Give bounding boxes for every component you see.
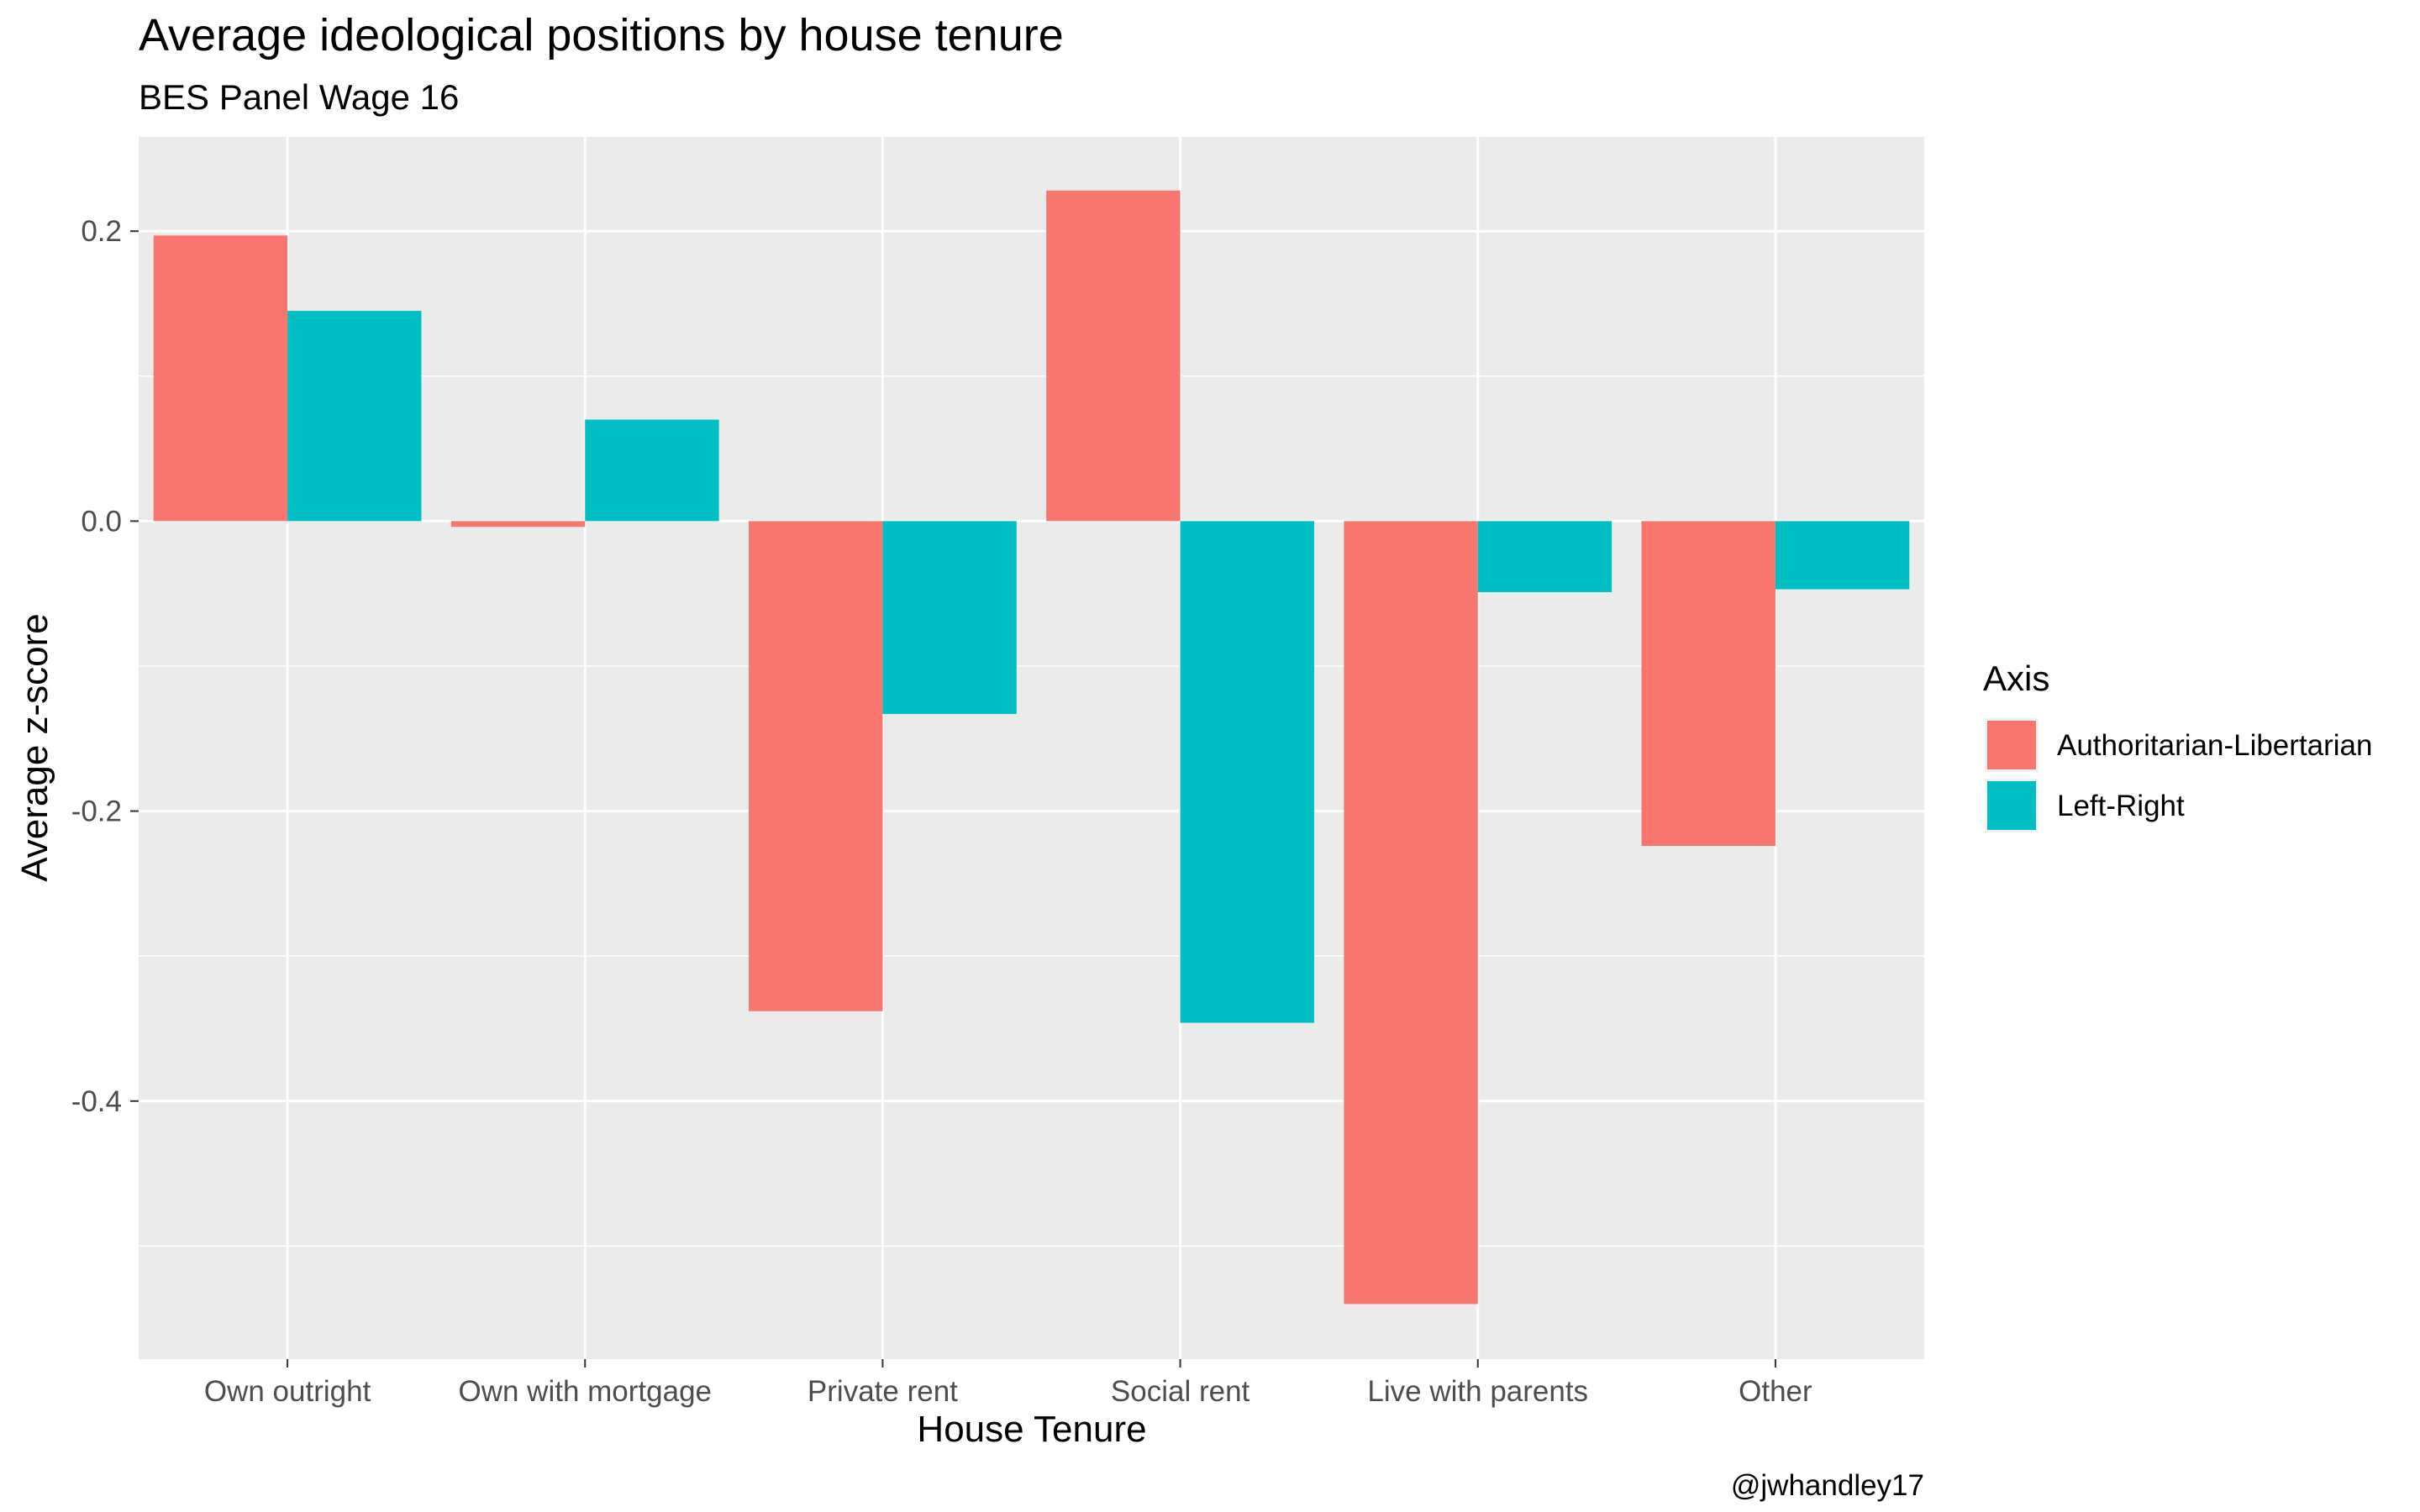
x-axis: Own outright Own with mortgage Private ren… <box>204 1359 1812 1408</box>
caption: @jwhandley17 <box>1731 1469 1924 1502</box>
legend-title: Axis <box>1983 659 2049 698</box>
bar-left-right-2 <box>882 521 1017 714</box>
y-tick-label: 0.2 <box>81 215 122 248</box>
legend-swatch <box>1987 721 2036 769</box>
bar-left-right-1 <box>585 419 719 522</box>
y-tick-label: -0.2 <box>71 795 122 828</box>
x-tick-label: Private rent <box>808 1375 958 1408</box>
bar-left-right-5 <box>1775 521 1910 590</box>
legend-label: Left-Right <box>2057 790 2185 822</box>
bar-authoritarian-libertarian-1 <box>450 521 586 528</box>
legend-label: Authoritarian-Libertarian <box>2057 729 2372 762</box>
bar-left-right-4 <box>1477 521 1612 592</box>
chart-subtitle: BES Panel Wage 16 <box>139 77 459 117</box>
bar-authoritarian-libertarian-3 <box>1046 190 1181 522</box>
chart-title: Average ideological positions by house t… <box>139 10 1064 60</box>
bars <box>153 190 1910 1305</box>
legend: Axis Authoritarian-Libertarian Left-Right <box>1983 659 2372 832</box>
bar-authoritarian-libertarian-5 <box>1641 521 1776 847</box>
y-axis: 0.2 0.0 -0.2 -0.4 <box>71 215 139 1118</box>
bar-authoritarian-libertarian-2 <box>749 521 883 1011</box>
x-tick-label: Own with mortgage <box>458 1375 712 1408</box>
y-tick-label: 0.0 <box>81 505 122 538</box>
y-tick-label: -0.4 <box>71 1085 122 1118</box>
y-axis-title: Average z-score <box>14 613 55 882</box>
bar-authoritarian-libertarian-4 <box>1344 521 1478 1305</box>
x-tick-label: Other <box>1739 1375 1812 1408</box>
x-axis-title: House Tenure <box>917 1409 1146 1450</box>
bar-left-right-3 <box>1180 521 1314 1023</box>
x-tick-label: Own outright <box>204 1375 371 1408</box>
bar-authoritarian-libertarian-0 <box>153 235 288 522</box>
bar-left-right-0 <box>287 311 422 522</box>
x-tick-label: Live with parents <box>1367 1375 1588 1408</box>
legend-swatch <box>1987 781 2036 830</box>
x-tick-label: Social rent <box>1111 1375 1250 1408</box>
plot-panel <box>139 137 1924 1359</box>
